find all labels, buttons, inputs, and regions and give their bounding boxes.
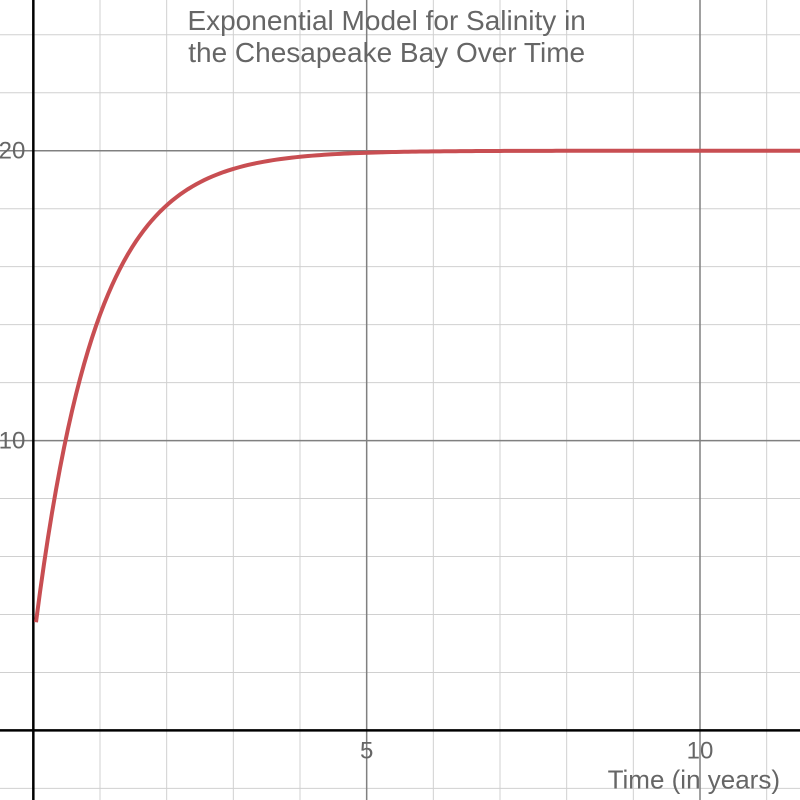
minor-gridlines [0,0,800,800]
x-tick-label: 5 [360,737,373,764]
x-axis-label: Time (in years) [608,764,780,794]
chart-svg: 510 1020 Time (in years) Salinity (in pp… [0,0,800,800]
x-tick-label: 10 [687,737,714,764]
salinity-curve [36,151,800,623]
chart-container: 510 1020 Time (in years) Salinity (in pp… [0,0,800,800]
y-tick-label: 10 [0,428,25,455]
major-gridlines [0,0,800,800]
x-tick-labels: 5 10 [360,737,713,764]
y-tick-labels: 10 20 [0,138,25,455]
y-tick-label: 20 [0,138,25,165]
chart-title-line-1: Exponential Model for Salinity in [187,5,585,36]
chart-title-line-2: the Chesapeake Bay Over Time [188,37,585,68]
